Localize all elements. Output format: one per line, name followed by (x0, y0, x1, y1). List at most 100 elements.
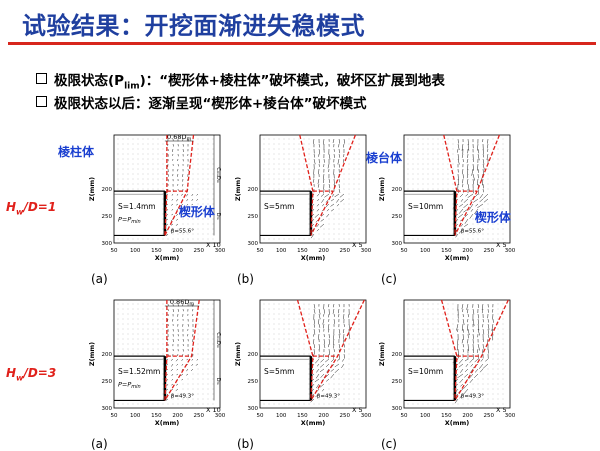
panel-letter: (a) (91, 437, 108, 451)
bullet-box-icon (36, 73, 47, 84)
y-tick-label: 250 (392, 214, 403, 220)
y-tick-label: 200 (392, 187, 403, 193)
angle-label: β=49.3° (461, 393, 484, 399)
panel-letter: (c) (381, 272, 397, 286)
x-tick-label: 100 (276, 248, 287, 254)
angle-label: β=49.3° (317, 393, 340, 399)
x-tick-label: 100 (130, 413, 141, 419)
x-tick-label: 50 (111, 248, 118, 254)
y-tick-label: 300 (392, 241, 403, 247)
x-tick-label: 300 (215, 413, 226, 419)
x-tick-label: 50 (111, 413, 118, 419)
bullet-2-text: 极限状态以后：逐渐呈现“楔形体+棱台体”破坏模式 (54, 96, 367, 112)
cover-depth-label: CₘₐDₘ (215, 167, 221, 183)
title-underline (8, 42, 596, 45)
bullet-1-text-b: )：“楔形体+棱柱体”破坏模式，破坏区扩展到地表 (140, 73, 445, 89)
y-tick-label: 250 (392, 379, 403, 385)
x-tick-label: 100 (420, 248, 431, 254)
y-axis-label: Z(mm) (378, 342, 386, 366)
zone-callout-label: 棱柱体 (58, 144, 95, 159)
row-1-ratio-label: Hw/D=1 (6, 200, 56, 216)
x-tick-label: 300 (361, 248, 372, 254)
y-tick-label: 250 (102, 379, 113, 385)
x-axis-label: X(mm) (445, 419, 470, 427)
y-tick-label: 250 (102, 214, 113, 220)
x-axis-label: X(mm) (155, 419, 180, 427)
x-tick-label: 300 (361, 413, 372, 419)
y-axis-label: Z(mm) (234, 342, 242, 366)
y-tick-label: 200 (248, 352, 259, 358)
x-tick-label: 300 (505, 248, 516, 254)
displacement-label: S=10mm (408, 367, 443, 376)
bullet-1-sub: lim (124, 82, 140, 92)
y-tick-label: 200 (392, 352, 403, 358)
x-tick-label: 50 (401, 248, 408, 254)
x-tick-label: 50 (257, 248, 264, 254)
y-tick-label: 200 (102, 187, 113, 193)
displacement-label: S=1.52mm (118, 367, 160, 376)
y-tick-label: 300 (248, 241, 259, 247)
x-axis-label: X(mm) (445, 254, 470, 262)
x-tick-label: 100 (420, 413, 431, 419)
y-tick-label: 300 (102, 406, 113, 412)
panel-letter: (c) (381, 437, 397, 451)
displacement-label: S=1.4mm (118, 202, 156, 211)
y-tick-label: 300 (392, 406, 403, 412)
diameter-label: Dₘ (215, 213, 221, 220)
cover-depth-label: CₘₐDₘ (215, 332, 221, 348)
zone-callout-label: 棱台体 (366, 150, 403, 165)
x-tick-label: 250 (340, 413, 351, 419)
bullet-2: 极限状态以后：逐渐呈现“楔形体+棱台体”破坏模式 (36, 92, 367, 112)
x-tick-label: 300 (505, 413, 516, 419)
displacement-label: S=10mm (408, 202, 443, 211)
x-axis-label: X(mm) (301, 419, 326, 427)
x-tick-label: 50 (257, 413, 264, 419)
plot-frame (260, 300, 366, 408)
y-tick-label: 200 (248, 187, 259, 193)
y-tick-label: 300 (248, 406, 259, 412)
bullet-1-text-a: 极限状态(P (54, 73, 124, 89)
displacement-label: S=5mm (264, 367, 294, 376)
y-axis-label: Z(mm) (378, 177, 386, 201)
x-tick-label: 100 (276, 413, 287, 419)
y-tick-label: 250 (248, 379, 259, 385)
bullet-1: 极限状态(Plim)：“楔形体+棱柱体”破坏模式，破坏区扩展到地表 (36, 69, 445, 92)
angle-label: β=49.3° (171, 393, 194, 399)
plot-frame (404, 300, 510, 408)
angle-label: β=55.6° (461, 228, 484, 234)
x-axis-label: X(mm) (301, 254, 326, 262)
angle-label: β=55.6° (171, 228, 194, 234)
x-tick-label: 250 (194, 413, 205, 419)
x-tick-label: 250 (340, 248, 351, 254)
x-tick-label: 100 (130, 248, 141, 254)
x-axis-label: X(mm) (155, 254, 180, 262)
y-tick-label: 300 (102, 241, 113, 247)
bullet-box-icon (36, 96, 47, 107)
y-tick-label: 250 (248, 214, 259, 220)
x-tick-label: 250 (484, 413, 495, 419)
panel-letter: (b) (237, 437, 254, 451)
displacement-label: S=5mm (264, 202, 294, 211)
y-tick-label: 200 (102, 352, 113, 358)
diameter-label: Dₘ (215, 378, 221, 385)
y-axis-label: Z(mm) (88, 177, 96, 201)
zone-callout-label: 楔形体 (475, 209, 512, 224)
x-tick-label: 50 (401, 413, 408, 419)
y-axis-label: Z(mm) (88, 342, 96, 366)
panel-letter: (a) (91, 272, 108, 286)
page-title: 试验结果：开挖面渐进失稳模式 (22, 6, 365, 41)
x-tick-label: 250 (194, 248, 205, 254)
row-2-ratio-label: Hw/D=3 (6, 366, 56, 382)
